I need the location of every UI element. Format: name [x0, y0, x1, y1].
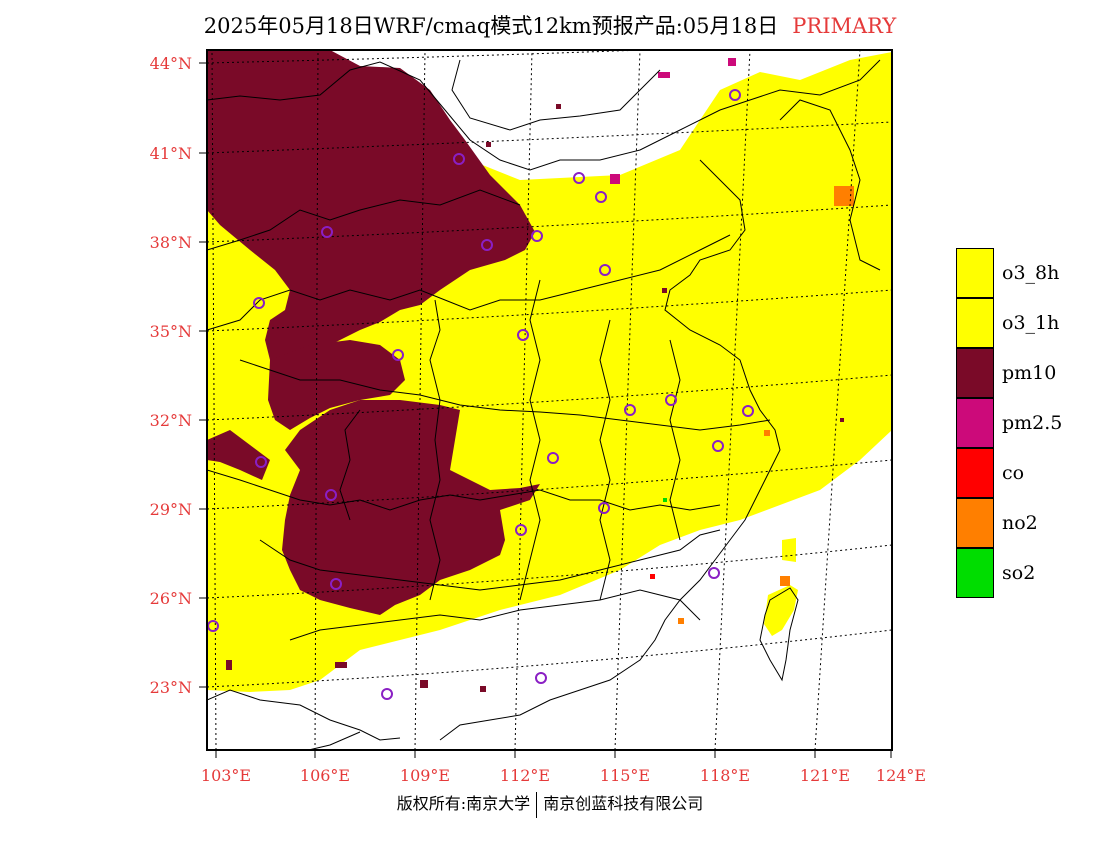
legend-swatch — [956, 248, 994, 298]
title-main: 2025年05月18日WRF/cmaq模式12km预报产品:05月18日 — [203, 14, 779, 38]
title-tag: PRIMARY — [792, 14, 897, 38]
boundaries — [207, 59, 881, 750]
lat-label-41n: 41°N — [149, 144, 192, 163]
lon-label-106e: 106°E — [299, 766, 351, 785]
legend-label: no2 — [1002, 512, 1038, 534]
map-frame — [206, 49, 893, 751]
pm10-region-mid — [268, 340, 405, 430]
legend-item-pm25: pm2.5 — [956, 398, 1076, 448]
legend-label: o3_1h — [1002, 312, 1060, 334]
lat-label-32n: 32°N — [149, 411, 192, 430]
pm10-region-tibet — [207, 430, 270, 480]
legend-item-pm10: pm10 — [956, 348, 1076, 398]
legend-item-so2: so2 — [956, 548, 1076, 598]
legend-label: co — [1002, 462, 1025, 484]
legend-label: pm2.5 — [1002, 412, 1063, 434]
axis-ticks — [199, 62, 892, 758]
lon-label-115e: 115°E — [599, 766, 651, 785]
legend-item-o3-8h: o3_8h — [956, 248, 1076, 298]
lat-label-29n: 29°N — [149, 500, 192, 519]
legend: o3_8h o3_1h pm10 pm2.5 co no2 so2 — [956, 248, 1076, 598]
copyright-footer: 版权所有:南京大学 南京创蓝科技有限公司 — [0, 790, 1100, 818]
lat-label-35n: 35°N — [149, 322, 192, 341]
lon-label-118e: 118°E — [699, 766, 751, 785]
legend-swatch — [956, 298, 994, 348]
legend-item-no2: no2 — [956, 498, 1076, 548]
ozone-region-east — [782, 538, 796, 562]
ozone-region-taiwan — [764, 585, 798, 636]
legend-swatch — [956, 548, 994, 598]
footer-divider — [536, 791, 538, 818]
map-title: 2025年05月18日WRF/cmaq模式12km预报产品:05月18日 PRIM… — [0, 10, 1100, 40]
legend-item-co: co — [956, 448, 1076, 498]
lat-label-44n: 44°N — [149, 54, 192, 73]
legend-item-o3-1h: o3_1h — [956, 298, 1076, 348]
legend-swatch — [956, 348, 994, 398]
pm10-region-south — [282, 400, 540, 615]
legend-label: pm10 — [1002, 362, 1057, 384]
lon-label-109e: 109°E — [399, 766, 451, 785]
city-markers — [207, 89, 754, 700]
pm10-region-north — [207, 50, 535, 372]
legend-label: o3_8h — [1002, 262, 1060, 284]
lat-label-23n: 23°N — [149, 678, 192, 697]
lat-label-26n: 26°N — [149, 589, 192, 608]
lon-label-103e: 103°E — [200, 766, 252, 785]
graticule — [207, 50, 892, 750]
copyright-right: 南京创蓝科技有限公司 — [543, 794, 704, 813]
legend-label: so2 — [1002, 562, 1036, 584]
lat-label-38n: 38°N — [149, 233, 192, 252]
copyright-left: 版权所有:南京大学 — [396, 794, 531, 813]
lon-label-124e: 124°E — [875, 766, 927, 785]
lon-label-121e: 121°E — [799, 766, 851, 785]
legend-swatch — [956, 448, 994, 498]
lon-label-112e: 112°E — [499, 766, 551, 785]
legend-swatch — [956, 498, 994, 548]
legend-swatch — [956, 398, 994, 448]
